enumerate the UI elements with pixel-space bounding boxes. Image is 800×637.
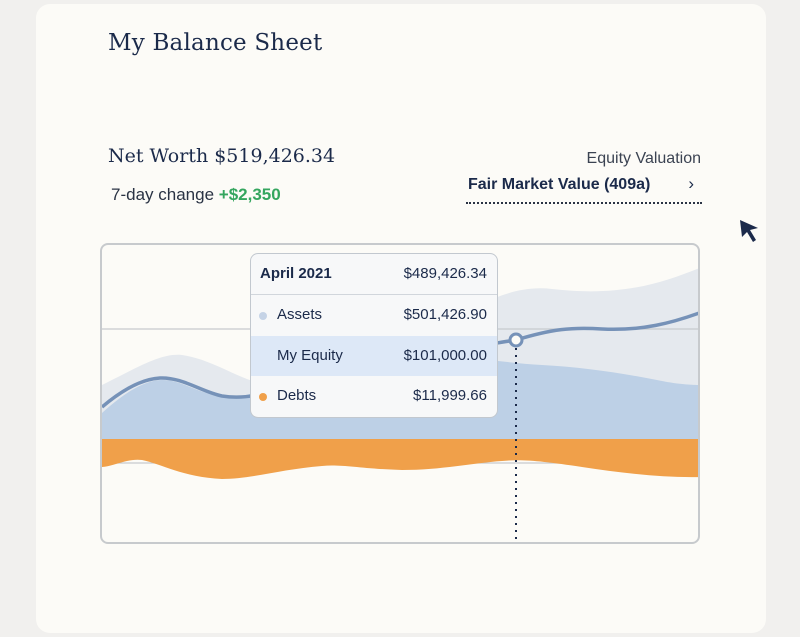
tooltip-date: April 2021 [260, 265, 332, 282]
equity-valuation-label: Equity Valuation [586, 150, 701, 167]
debts-area [102, 439, 698, 479]
arrow-cursor-icon [738, 218, 762, 249]
tooltip-row-debts: Debts $11,999.66 [251, 376, 497, 416]
hover-marker[interactable] [508, 332, 524, 348]
tooltip-header: April 2021 $489,426.34 [251, 254, 497, 295]
assets-dot-icon [259, 312, 267, 320]
debts-label: Debts [277, 387, 317, 404]
hover-tooltip: April 2021 $489,426.34 Assets $501,426.9… [250, 253, 498, 418]
equity-valuation-selected: Fair Market Value (409a) [468, 176, 651, 193]
equity-value: $101,000.00 [403, 347, 487, 364]
seven-day-change: 7-day change +$2,350 [111, 185, 281, 205]
tooltip-total: $489,426.34 [403, 265, 487, 282]
debts-dot-icon [259, 393, 267, 401]
chevron-right-icon: › [688, 174, 694, 193]
page-title: My Balance Sheet [108, 30, 323, 56]
tooltip-row-equity: My Equity $101,000.00 [251, 336, 497, 376]
net-worth: Net Worth $519,426.34 [108, 145, 336, 167]
equity-label: My Equity [277, 347, 343, 364]
debts-value: $11,999.66 [413, 387, 487, 404]
tooltip-row-assets: Assets $501,426.90 [251, 295, 497, 335]
change-value: +$2,350 [218, 185, 281, 204]
assets-value: $501,426.90 [403, 306, 487, 323]
change-label: 7-day change [111, 185, 215, 204]
equity-valuation-select[interactable]: Fair Market Value (409a) › [466, 174, 702, 204]
assets-label: Assets [277, 306, 323, 323]
